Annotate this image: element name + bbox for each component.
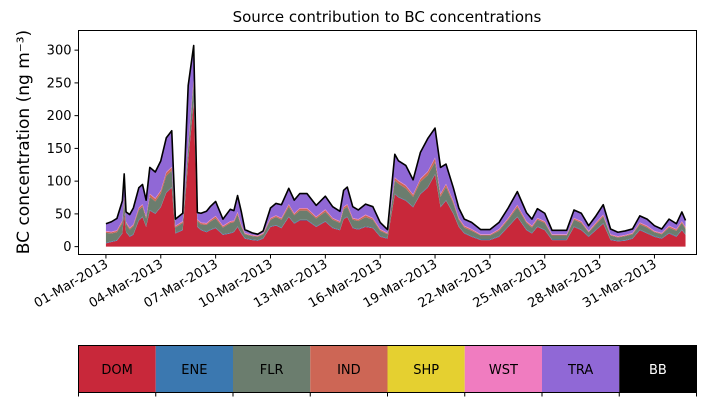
legend-label-wst: WST (489, 363, 518, 378)
legend-swatch-ene (155, 345, 233, 393)
legend-label-ind: IND (337, 363, 361, 378)
legend-swatch-bb (619, 345, 697, 393)
legend-label-flr: FLR (260, 363, 284, 378)
y-tick-label: 50 (55, 207, 72, 222)
legend-label-ene: ENE (181, 363, 207, 378)
legend-label-bb: BB (649, 363, 667, 378)
total-line (105, 44, 687, 235)
legend-label-tra: TRA (567, 363, 593, 378)
y-axis: 0 50 100 150 200 250 300 (47, 44, 79, 255)
x-axis: 01-Mar-201304-Mar-201307-Mar-201310-Mar-… (32, 254, 659, 311)
legend-swatch-tra (542, 345, 620, 393)
plot-area (105, 44, 687, 247)
legend-swatch-dom (78, 345, 156, 393)
legend-swatch-shp (387, 345, 465, 393)
legend-swatch-wst (464, 345, 542, 393)
legend-swatch-ind (310, 345, 388, 393)
y-tick-label: 150 (47, 142, 72, 157)
legend-label-shp: SHP (413, 363, 439, 378)
legend-colorbar: DOM ENE FLR IND SHP WST TRA BB (78, 345, 697, 397)
plot-frame (78, 30, 697, 255)
legend-label-dom: DOM (101, 363, 132, 378)
y-tick-label: 0 (63, 240, 71, 255)
y-tick-label: 300 (47, 44, 72, 59)
series-area-dom (105, 102, 686, 247)
y-tick-label: 250 (47, 76, 72, 91)
legend-swatch-flr (233, 345, 311, 393)
y-axis-label: BC concentration (ng m⁻³) (14, 30, 34, 254)
chart-title: Source contribution to BC concentrations (233, 8, 542, 26)
y-tick-label: 200 (47, 109, 72, 124)
y-tick-label: 100 (47, 175, 72, 190)
